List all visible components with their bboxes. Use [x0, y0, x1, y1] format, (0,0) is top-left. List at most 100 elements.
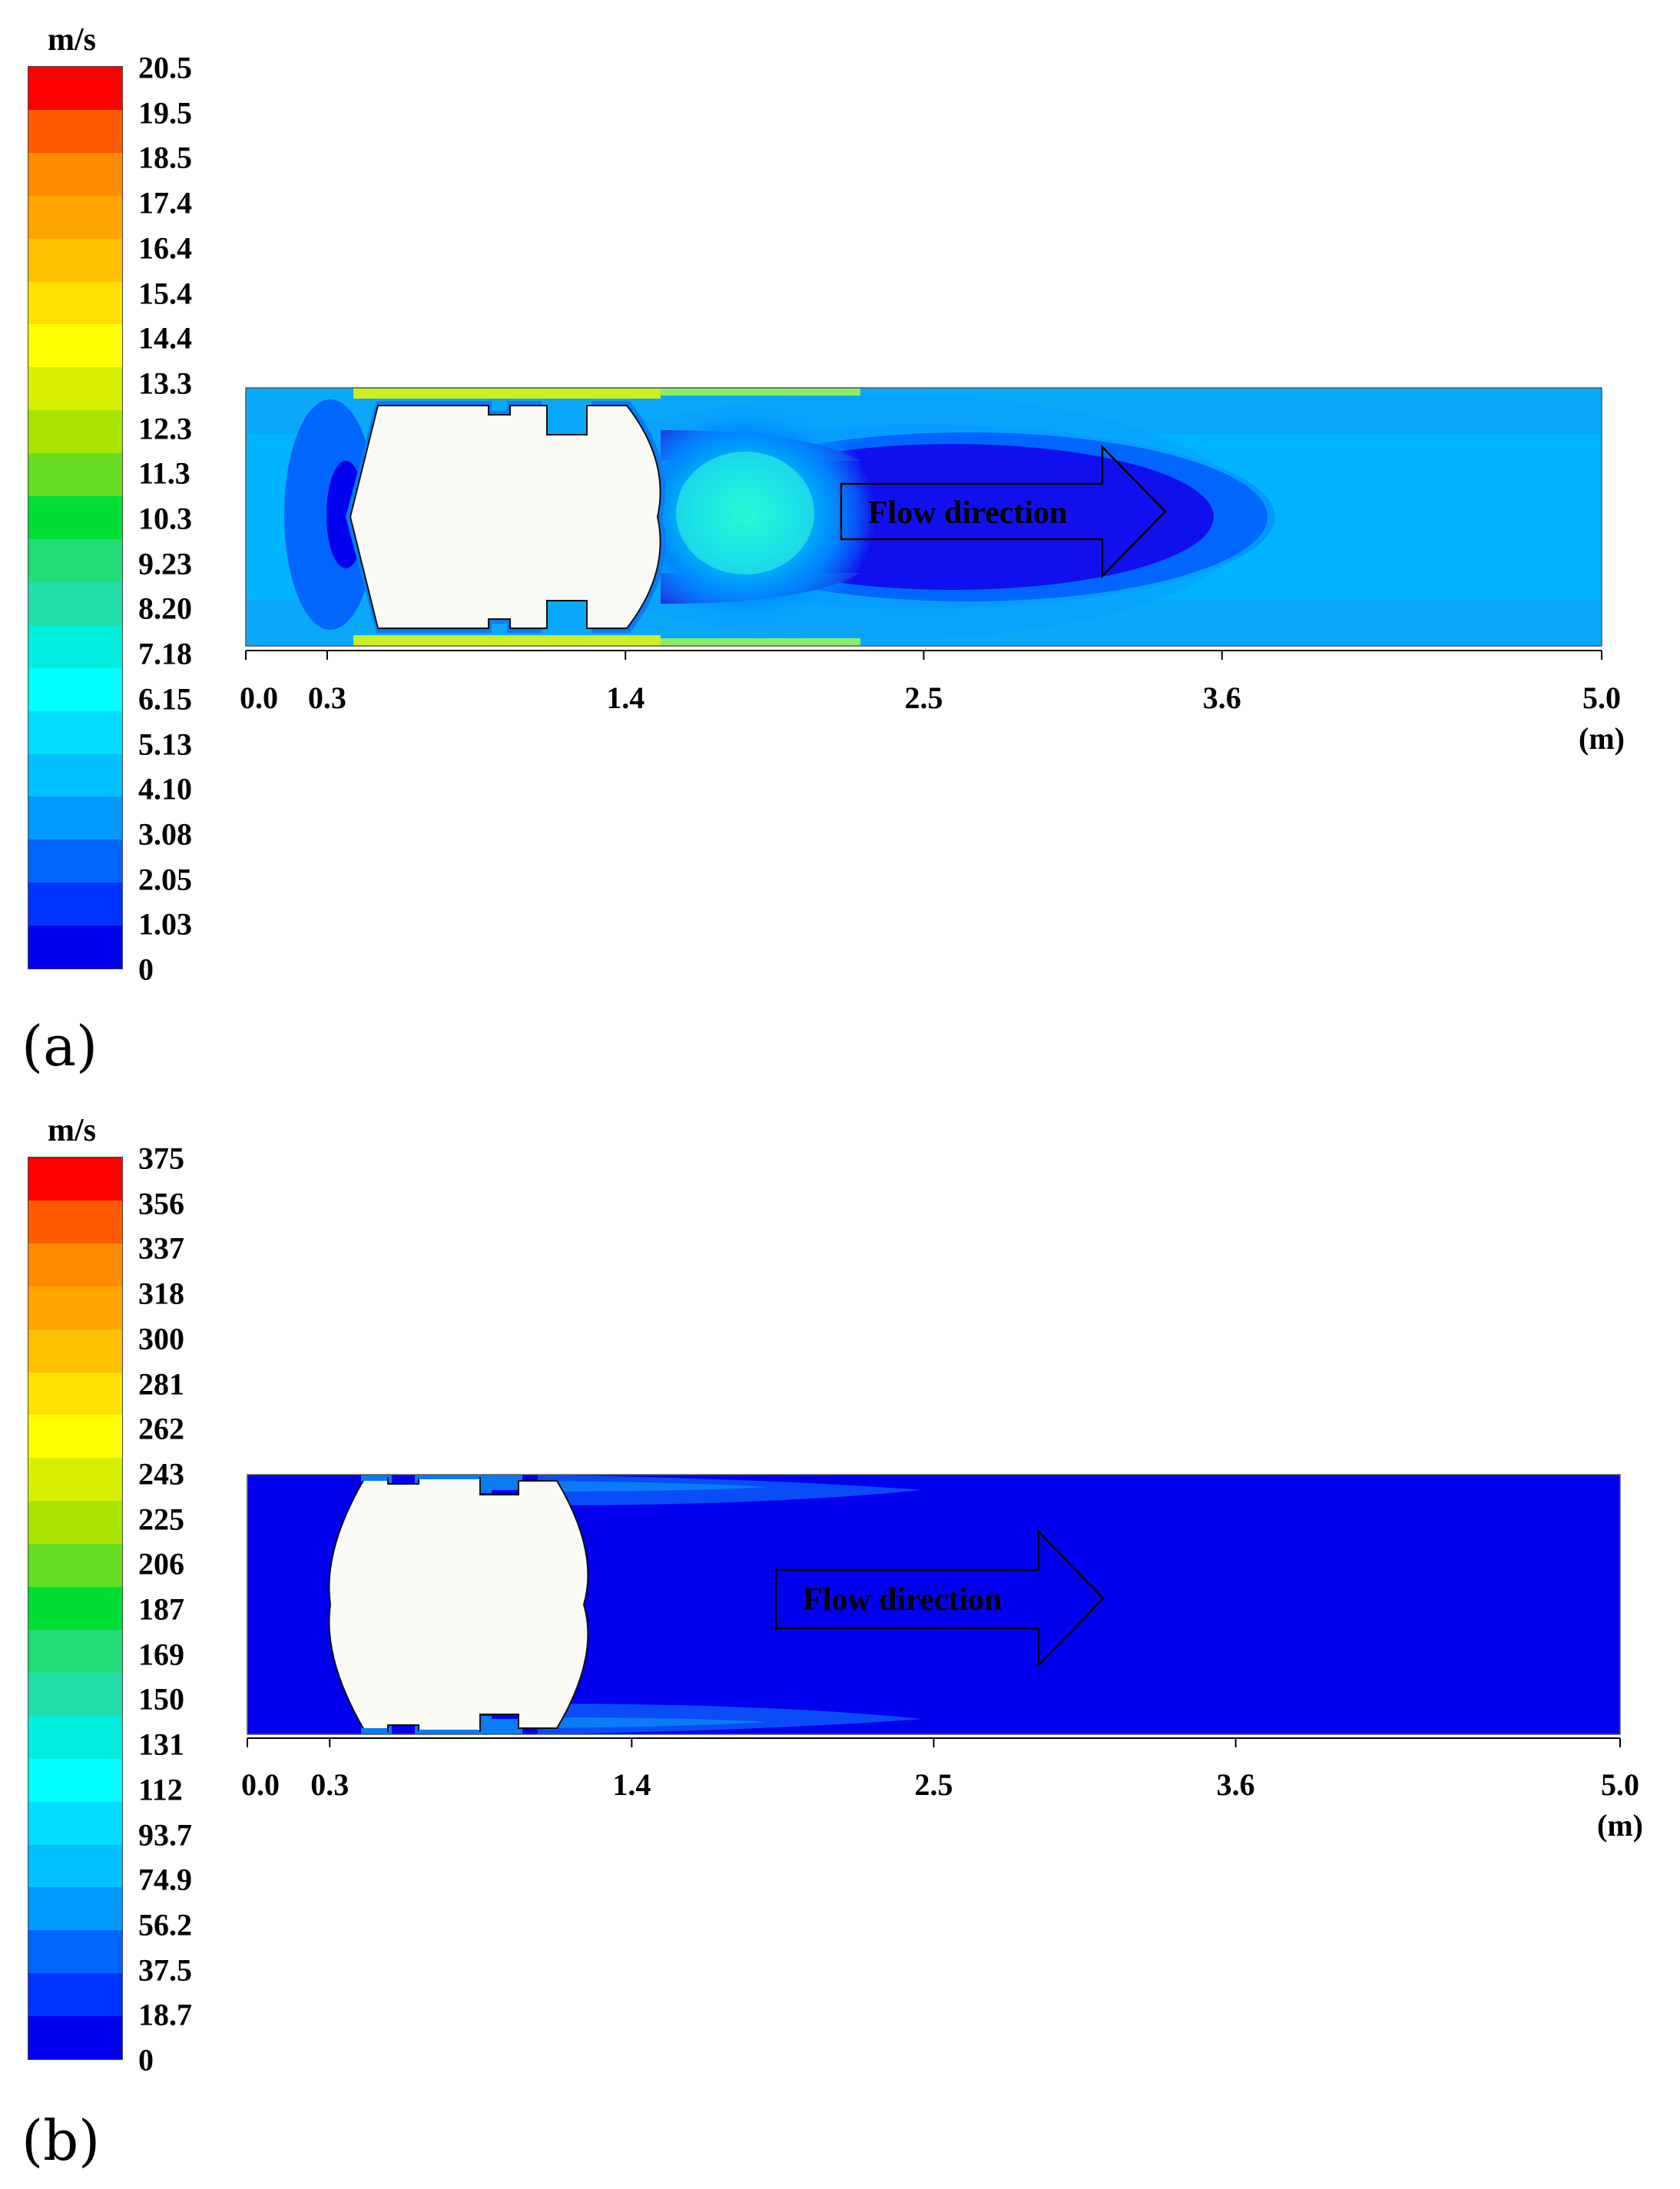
legend-value-label: 187: [138, 1591, 184, 1627]
legend-value-label: 7.18: [138, 636, 192, 671]
legend-value-label: 356: [138, 1185, 184, 1220]
legend-value-label: 5.13: [138, 726, 192, 761]
legend-value-label: 1.03: [138, 906, 192, 942]
legend-swatch: [28, 710, 122, 754]
legend-value-label: 93.7: [138, 1816, 192, 1852]
legend-swatch: [28, 1458, 122, 1502]
legend-swatch: [28, 1887, 122, 1931]
legend-swatch: [28, 538, 122, 582]
legend-value-label: 206: [138, 1546, 184, 1581]
legend-swatch: [28, 1758, 122, 1802]
legend-swatch: [28, 1672, 122, 1716]
legend-swatch: [28, 840, 122, 883]
x-axis: 0.0 0.3 1.4 2.5 3.6 5.0 (m): [241, 1737, 1643, 1843]
legend-swatch: [28, 1544, 122, 1588]
legend-value-label: 11.3: [138, 455, 191, 491]
legend-value-label: 300: [138, 1321, 184, 1356]
legend-swatch: [28, 1372, 122, 1416]
legend-swatch: [28, 2016, 122, 2060]
legend-value-label: 4.10: [138, 771, 192, 806]
legend-value-label: 18.5: [138, 140, 192, 175]
legend-swatch: [28, 281, 122, 325]
legend-value-label: 74.9: [138, 1862, 192, 1897]
legend-value-label: 150: [138, 1681, 184, 1717]
flow-direction-label: Flow direction: [868, 495, 1067, 531]
legend-value-label: 14.4: [138, 320, 192, 356]
legend-value-label: 169: [138, 1636, 184, 1671]
legend-value-label: 6.15: [138, 681, 192, 717]
x-axis-tick-label: 0.0: [240, 681, 278, 715]
flow-direction-arrow: Flow direction: [774, 1528, 1105, 1668]
legend-swatch: [28, 1329, 122, 1373]
legend-value-label: 337: [138, 1230, 184, 1266]
legend-swatch: [28, 667, 122, 711]
legend-value-label: 56.2: [138, 1907, 192, 1942]
x-axis-tick-label: 3.6: [1217, 1767, 1255, 1802]
legend-value-label: 112: [138, 1772, 183, 1807]
legend-value-label: 318: [138, 1276, 184, 1311]
legend-swatch: [28, 67, 122, 110]
color-legend-bar: [28, 66, 123, 969]
legend-swatch: [28, 410, 122, 454]
legend-value-label: 0: [138, 952, 154, 987]
legend-swatch: [28, 324, 122, 368]
legend-value-label: 375: [138, 1141, 184, 1176]
color-legend-labels: 375 356 337 318 300 281 262 243 225 206 187 169 150 1…: [138, 1141, 261, 2077]
legend-swatch: [28, 109, 122, 153]
x-axis-tick-label: 1.4: [606, 681, 644, 715]
legend-swatch: [28, 581, 122, 625]
legend-swatch: [28, 1844, 122, 1888]
legend-swatch: [28, 1629, 122, 1673]
velocity-contour-field: Flow direction 0.0 0.3 1.4 2.5 3.6 5.0 (m): [240, 387, 1625, 756]
legend-value-label: 17.4: [138, 185, 192, 220]
legend-swatch: [28, 753, 122, 797]
x-axis-unit-label: (m): [1597, 1808, 1643, 1843]
legend-swatch: [28, 1587, 122, 1630]
x-axis-tick-label: 5.0: [1601, 1767, 1639, 1802]
legend-swatch: [28, 238, 122, 282]
legend-value-label: 37.5: [138, 1952, 192, 1987]
x-axis-tick-label: 2.5: [915, 1767, 953, 1802]
legend-swatch: [28, 1415, 122, 1459]
legend-swatch: [28, 926, 122, 969]
legend-value-label: 131: [138, 1727, 184, 1762]
legend-swatch: [28, 1243, 122, 1287]
legend-value-label: 2.05: [138, 861, 192, 896]
x-axis-tick-label: 0.3: [308, 681, 346, 715]
legend-swatch: [28, 453, 122, 497]
legend-swatch: [28, 1973, 122, 2017]
legend-unit-label: m/s: [48, 22, 96, 58]
panel-tag: (a): [22, 1014, 98, 1078]
flow-direction-arrow: Flow direction: [840, 444, 1167, 579]
legend-swatch: [28, 883, 122, 926]
legend-value-label: 281: [138, 1366, 184, 1401]
legend-value-label: 3.08: [138, 816, 192, 852]
legend-swatch: [28, 1157, 122, 1200]
legend-value-label: 19.5: [138, 94, 192, 130]
legend-value-label: 243: [138, 1456, 184, 1492]
legend-unit-label: m/s: [48, 1113, 96, 1148]
legend-value-label: 10.3: [138, 501, 192, 536]
legend-value-label: 16.4: [138, 230, 192, 266]
x-axis: 0.0 0.3 1.4 2.5 3.6 5.0 (m): [240, 650, 1625, 756]
legend-swatch: [28, 152, 122, 196]
x-axis-tick-label: 0.3: [310, 1767, 349, 1802]
x-axis-unit-label: (m): [1579, 721, 1625, 756]
legend-value-label: 13.3: [138, 366, 192, 401]
velocity-contour-field: Flow direction 0.0 0.3 1.4 2.5 3.6 5.0 (m): [241, 1474, 1643, 1843]
legend-value-label: 20.5: [138, 50, 192, 85]
panel-tag: (b): [22, 2108, 101, 2173]
legend-value-label: 0: [138, 2042, 154, 2078]
color-legend-bar: [28, 1157, 123, 2060]
flow-domain: [246, 388, 1602, 646]
legend-swatch: [28, 624, 122, 668]
x-axis-tick-label: 0.0: [241, 1767, 280, 1802]
legend-swatch: [28, 1286, 122, 1330]
legend-swatch: [28, 796, 122, 840]
legend-value-label: 9.23: [138, 545, 192, 581]
legend-value-label: 8.20: [138, 591, 192, 626]
legend-value-label: 12.3: [138, 410, 192, 445]
x-axis-tick-label: 5.0: [1582, 681, 1621, 715]
legend-swatch: [28, 1501, 122, 1545]
legend-swatch: [28, 1930, 122, 1974]
